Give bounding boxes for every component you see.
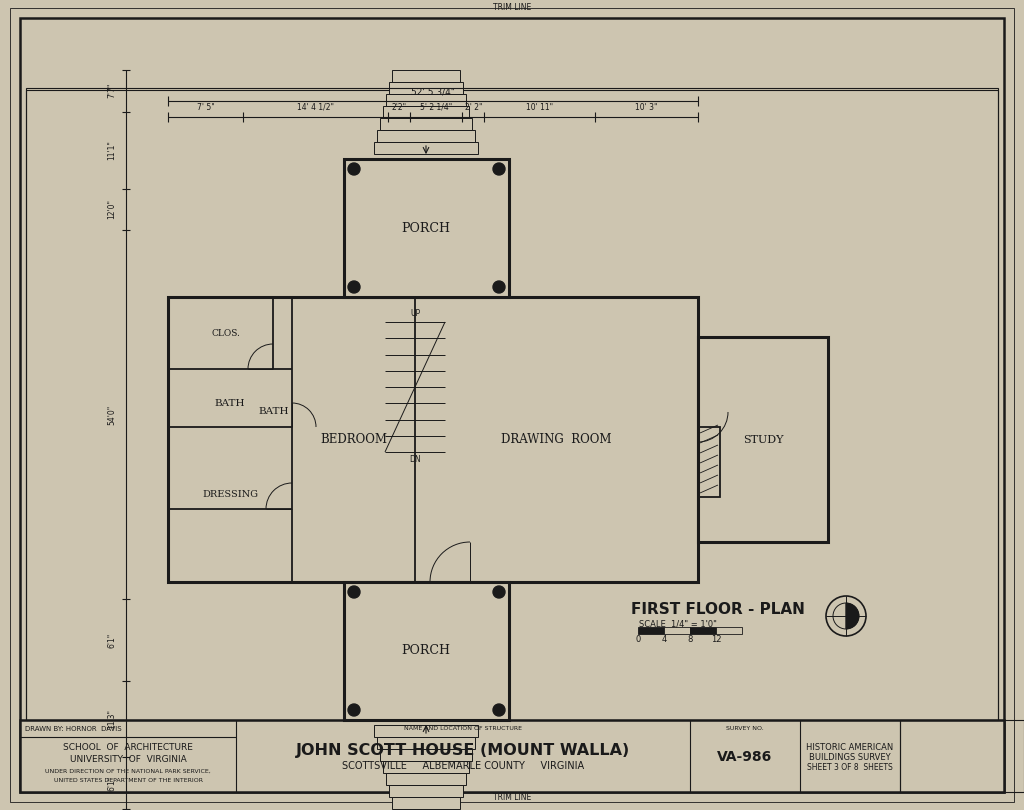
Text: HISTORIC AMERICAN: HISTORIC AMERICAN — [806, 744, 894, 752]
Text: UNDER DIRECTION OF THE NATIONAL PARK SERVICE,: UNDER DIRECTION OF THE NATIONAL PARK SER… — [45, 769, 211, 774]
Text: 4: 4 — [662, 634, 667, 643]
Text: 8: 8 — [687, 634, 692, 643]
Bar — [380, 749, 472, 761]
Text: DN: DN — [410, 455, 421, 464]
Circle shape — [493, 704, 505, 716]
Bar — [392, 797, 460, 809]
Text: BUILDINGS SURVEY: BUILDINGS SURVEY — [809, 753, 891, 762]
Text: 11'1": 11'1" — [108, 140, 117, 160]
Text: SHEET 3 OF 8  SHEETS: SHEET 3 OF 8 SHEETS — [807, 764, 893, 773]
Text: PORCH: PORCH — [401, 221, 451, 235]
Text: SURVEY NO.: SURVEY NO. — [726, 727, 764, 731]
Text: UNIVERSITY  OF  VIRGINIA: UNIVERSITY OF VIRGINIA — [70, 754, 186, 764]
Bar — [698, 337, 828, 542]
Text: 7'7": 7'7" — [108, 83, 117, 99]
Bar — [383, 106, 469, 118]
Text: 12'0": 12'0" — [108, 199, 117, 220]
Bar — [389, 82, 463, 94]
Bar — [383, 761, 469, 773]
Bar — [900, 720, 1024, 792]
Bar — [386, 94, 466, 106]
Bar — [698, 427, 720, 497]
Text: NAME AND LOCATION OF STRUCTURE: NAME AND LOCATION OF STRUCTURE — [404, 727, 522, 731]
Text: SCHOOL  OF  ARCHITECTURE: SCHOOL OF ARCHITECTURE — [63, 744, 193, 752]
Text: DRAWING  ROOM: DRAWING ROOM — [502, 433, 611, 446]
Text: SCOTTSVILLE     ALBEMARLE COUNTY     VIRGINIA: SCOTTSVILLE ALBEMARLE COUNTY VIRGINIA — [342, 761, 584, 771]
Text: TRIM LINE: TRIM LINE — [493, 3, 531, 12]
Text: 2' 2": 2' 2" — [465, 103, 482, 112]
Wedge shape — [846, 603, 858, 629]
Text: 7' 5": 7' 5" — [197, 103, 214, 112]
Text: BATH: BATH — [215, 399, 246, 407]
Bar — [380, 118, 472, 130]
Text: DRAWN BY: HORNOR  DAVIS: DRAWN BY: HORNOR DAVIS — [25, 726, 122, 732]
Circle shape — [493, 281, 505, 293]
Text: PORCH: PORCH — [401, 645, 451, 658]
Circle shape — [348, 163, 360, 175]
Bar — [690, 627, 716, 634]
Bar — [389, 785, 463, 797]
Text: 54'0": 54'0" — [108, 404, 117, 424]
Bar — [344, 159, 509, 297]
Text: CLOS.: CLOS. — [211, 329, 240, 338]
Bar — [638, 627, 664, 634]
Text: BATH: BATH — [259, 407, 289, 416]
Text: 10' 3": 10' 3" — [635, 103, 657, 112]
Text: UNITED STATES DEPARTMENT OF THE INTERIOR: UNITED STATES DEPARTMENT OF THE INTERIOR — [53, 778, 203, 782]
Text: 10' 11": 10' 11" — [525, 103, 553, 112]
Bar — [26, 88, 998, 720]
Bar — [26, 90, 998, 786]
Text: BEDROOM: BEDROOM — [319, 433, 387, 446]
Bar — [377, 737, 475, 749]
Text: VA-986: VA-986 — [718, 750, 773, 764]
Text: 11'3": 11'3" — [108, 710, 117, 729]
Text: 5' 2 1/4": 5' 2 1/4" — [420, 103, 453, 112]
Text: 14' 4 1/2": 14' 4 1/2" — [297, 103, 334, 112]
Circle shape — [348, 704, 360, 716]
Bar — [386, 773, 466, 785]
Text: STUDY: STUDY — [742, 435, 783, 445]
Bar — [344, 582, 509, 720]
Text: FIRST FLOOR - PLAN: FIRST FLOOR - PLAN — [631, 603, 805, 617]
Circle shape — [348, 586, 360, 598]
Text: 52' 5 3/4": 52' 5 3/4" — [411, 87, 455, 96]
Text: TRIM LINE: TRIM LINE — [493, 794, 531, 803]
Text: UP: UP — [410, 309, 420, 318]
Text: SCALE  1/4" = 1'0": SCALE 1/4" = 1'0" — [639, 620, 717, 629]
Text: 2'2": 2'2" — [391, 103, 407, 112]
Bar — [716, 627, 742, 634]
Bar — [374, 142, 478, 154]
Bar — [377, 130, 475, 142]
Text: 12: 12 — [711, 634, 721, 643]
Bar — [374, 725, 478, 737]
Text: 6'1": 6'1" — [108, 775, 117, 791]
Text: 6'1": 6'1" — [108, 633, 117, 648]
Text: 0: 0 — [635, 634, 641, 643]
Text: DRESSING: DRESSING — [202, 490, 258, 499]
Bar — [168, 297, 698, 582]
Circle shape — [493, 163, 505, 175]
Bar — [664, 627, 690, 634]
Circle shape — [348, 281, 360, 293]
Text: JOHN SCOTT HOUSE (MOUNT WALLA): JOHN SCOTT HOUSE (MOUNT WALLA) — [296, 743, 630, 757]
Circle shape — [493, 586, 505, 598]
Bar — [392, 70, 460, 82]
Bar — [20, 720, 1004, 792]
